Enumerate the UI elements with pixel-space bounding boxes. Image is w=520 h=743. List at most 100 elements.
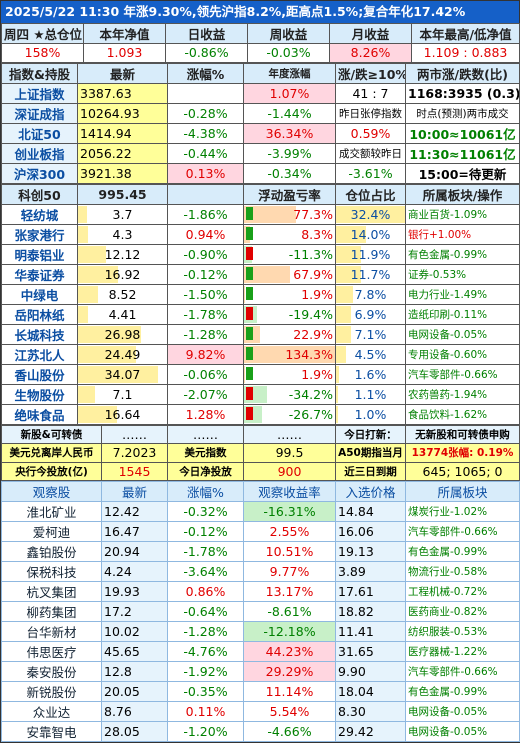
position-bar xyxy=(336,325,352,343)
position-bar xyxy=(336,245,362,263)
holding-pl: -34.2% xyxy=(243,383,336,405)
watch-name[interactable]: 爱柯迪 xyxy=(1,521,102,543)
holdings-header[interactable]: 科创50 xyxy=(1,183,78,205)
misc-value: 7.2023 xyxy=(101,443,168,463)
index-name[interactable]: 深证成指 xyxy=(1,102,78,124)
watch-price: 12.42 xyxy=(101,501,168,523)
watch-name[interactable]: 杭叉集团 xyxy=(1,581,102,603)
watch-name[interactable]: 安靠智电 xyxy=(1,721,102,743)
holding-name[interactable]: 江苏北人 xyxy=(1,343,78,365)
pl-bar xyxy=(244,285,246,303)
holding-row[interactable]: 中绿电 8.52 -1.50% 1.9% 7.8% 电力行业-1.49% xyxy=(1,283,520,305)
watch-return: -8.61% xyxy=(243,601,336,623)
holdings-header: 浮动盈亏率 xyxy=(243,183,336,205)
watch-row[interactable]: 安靠智电 28.05 -1.20% -4.66% 29.42 电网设备-0.05% xyxy=(1,721,520,743)
holding-change: -0.90% xyxy=(167,243,244,265)
holding-name[interactable]: 中绿电 xyxy=(1,283,78,305)
watch-row[interactable]: 淮北矿业 12.42 -0.32% -16.31% 14.84 煤炭行业-1.02% xyxy=(1,501,520,523)
holding-row[interactable]: 江苏北人 24.49 9.82% 134.3% 4.5% 专用设备-0.60% xyxy=(1,343,520,365)
holding-row[interactable]: 长城科技 26.98 -1.28% 22.9% 7.1% 电网设备-0.05% xyxy=(1,323,520,345)
holding-position-text: 14.0% xyxy=(350,226,391,242)
watch-row[interactable]: 秦安股份 12.8 -1.92% 29.29% 9.90 汽车零部件-0.66% xyxy=(1,661,520,683)
holding-price-text: 26.98 xyxy=(104,326,141,342)
watch-name[interactable]: 新锐股份 xyxy=(1,681,102,703)
watch-row[interactable]: 鑫铂股份 20.94 -1.78% 10.51% 19.13 有色金属-0.99% xyxy=(1,541,520,563)
watch-name[interactable]: 秦安股份 xyxy=(1,661,102,683)
holding-sector: 造纸印刷-0.11% xyxy=(405,303,520,325)
index-name[interactable]: 创业板指 xyxy=(1,142,78,164)
watch-row[interactable]: 柳药集团 17.2 -0.64% -8.61% 18.82 医药商业-0.82% xyxy=(1,601,520,623)
watch-name[interactable]: 柳药集团 xyxy=(1,601,102,623)
holding-name[interactable]: 华泰证券 xyxy=(1,263,78,285)
ipo-row: 新股&可转债 …… …… …… 今日打新： 无新股和可转债申购 xyxy=(1,424,520,445)
misc-label: 美元兑离岸人民币 xyxy=(1,443,102,463)
watch-name[interactable]: 淮北矿业 xyxy=(1,501,102,523)
holding-row[interactable]: 张家港行 4.3 0.94% 8.3% 14.0% 银行+1.00% xyxy=(1,223,520,245)
holding-position-text: 1.6% xyxy=(354,366,387,382)
index-header-row: 指数&持股 最新 涨幅% 年度涨幅 涨/跌≥10% 两市涨/跌数(比) xyxy=(1,62,520,84)
holding-row[interactable]: 香山股份 34.07 -0.06% 1.9% 1.6% 汽车零部件-0.66% xyxy=(1,363,520,385)
index-price: 3387.63 xyxy=(77,82,168,104)
holding-price: 26.98 xyxy=(77,323,168,345)
index-col6: 15:00=待更新 xyxy=(405,162,520,184)
index-header: 涨幅% xyxy=(167,62,244,84)
index-header: 最新 xyxy=(77,62,168,84)
holding-name[interactable]: 岳阳林纸 xyxy=(1,303,78,325)
index-row[interactable]: 上证指数 3387.63 1.07% 41 : 7 1168:3935 (0.3) xyxy=(1,82,520,104)
misc-value: …… xyxy=(167,424,244,445)
watchlist-table: 观察股 最新 涨幅% 观察收益率 入选价格 所属板块 淮北矿业 12.42 -0.3… xyxy=(1,481,520,743)
index-name[interactable]: 北证50 xyxy=(1,122,78,144)
summary-header: 本年最高/低净值 xyxy=(411,23,520,44)
holding-row[interactable]: 明泰铝业 12.12 -0.90% -11.3% 11.9% 有色金属-0.99% xyxy=(1,243,520,265)
summary-value-row: 158% 1.093 -0.86% -0.03% 8.26% 1.109 : 0… xyxy=(1,43,520,63)
watch-return: -16.31% xyxy=(243,501,336,523)
watch-row[interactable]: 伟思医疗 45.65 -4.76% 44.23% 31.65 医疗器械-1.22% xyxy=(1,641,520,663)
holding-row[interactable]: 生物股份 7.1 -2.07% -34.2% 1.1% 农药兽药-1.94% xyxy=(1,383,520,405)
index-row[interactable]: 北证50 1414.94 -4.38% 36.34% 0.59% 10:00≈10061亿 xyxy=(1,122,520,144)
holding-name[interactable]: 长城科技 xyxy=(1,323,78,345)
watch-row[interactable]: 新锐股份 20.05 -0.35% 11.14% 18.04 有色金属-0.99% xyxy=(1,681,520,703)
watch-name[interactable]: 众业达 xyxy=(1,701,102,723)
net-value: 1.093 xyxy=(83,43,166,63)
holding-name[interactable]: 张家港行 xyxy=(1,223,78,245)
misc-value: 900 xyxy=(243,461,336,482)
holding-row[interactable]: 绝味食品 16.64 1.28% -26.7% 1.0% 食品饮料-1.62% xyxy=(1,403,520,425)
watch-row[interactable]: 台华新材 10.02 -1.28% -12.18% 11.41 纺织服装-0.53% xyxy=(1,621,520,643)
holding-name[interactable]: 香山股份 xyxy=(1,363,78,385)
index-row[interactable]: 沪深300 3921.38 0.13% -0.34% -3.61% 15:00=待更新 xyxy=(1,162,520,184)
watch-name[interactable]: 保税科技 xyxy=(1,561,102,583)
watch-name[interactable]: 台华新材 xyxy=(1,621,102,643)
misc-label: 央行今投放(亿) xyxy=(1,461,102,482)
watch-row[interactable]: 保税科技 4.24 -3.64% 9.77% 3.89 物流行业-0.58% xyxy=(1,561,520,583)
holding-row[interactable]: 岳阳林纸 4.41 -1.78% -19.4% 6.9% 造纸印刷-0.11% xyxy=(1,303,520,325)
watch-change: -1.28% xyxy=(167,621,244,643)
watch-name[interactable]: 鑫铂股份 xyxy=(1,541,102,563)
index-row[interactable]: 创业板指 2056.22 -0.44% -3.99% 成交额较昨日 11:30≈11061… xyxy=(1,142,520,164)
index-col6: 时点(预测)两市成交 xyxy=(405,102,520,124)
holding-name[interactable]: 轻纺城 xyxy=(1,203,78,225)
watch-sector: 煤炭行业-1.02% xyxy=(405,501,520,523)
price-bar xyxy=(78,365,159,383)
index-ytd: -0.34% xyxy=(243,162,336,184)
watch-row[interactable]: 众业达 8.76 0.11% 5.54% 8.30 电网设备-0.05% xyxy=(1,701,520,723)
index-row[interactable]: 深证成指 10264.93 -0.28% -1.44% 昨日张停指数 时点(预测)两市成交 xyxy=(1,102,520,124)
holding-price-text: 8.52 xyxy=(108,286,137,302)
holding-row[interactable]: 华泰证券 16.92 -0.12% 67.9% 11.7% 证券-0.53% xyxy=(1,263,520,285)
index-name[interactable]: 沪深300 xyxy=(1,162,78,184)
watch-row[interactable]: 杭叉集团 19.93 0.86% 13.17% 17.61 工程机械-0.72% xyxy=(1,581,520,603)
watch-price: 45.65 xyxy=(101,641,168,663)
watch-row[interactable]: 爱柯迪 16.47 -0.12% 2.55% 16.06 汽车零部件-0.66% xyxy=(1,521,520,543)
misc-table: 新股&可转债 …… …… …… 今日打新： 无新股和可转债申购 美元兑离岸人民币… xyxy=(1,424,520,482)
index-name[interactable]: 上证指数 xyxy=(1,82,78,104)
watchlist-header-row: 观察股 最新 涨幅% 观察收益率 入选价格 所属板块 xyxy=(1,481,520,503)
position-bar xyxy=(336,205,405,223)
holding-row[interactable]: 轻纺城 3.7 -1.86% 77.3% 32.4% 商业百货-1.09% xyxy=(1,203,520,225)
holding-change: -1.78% xyxy=(167,303,244,325)
holding-name[interactable]: 绝味食品 xyxy=(1,403,78,425)
holding-name[interactable]: 生物股份 xyxy=(1,383,78,405)
holding-name[interactable]: 明泰铝业 xyxy=(1,243,78,265)
watch-name[interactable]: 伟思医疗 xyxy=(1,641,102,663)
year-high-low: 1.109 : 0.883 xyxy=(411,43,520,63)
watch-sector: 纺织服装-0.53% xyxy=(405,621,520,643)
position-bar xyxy=(336,265,361,283)
